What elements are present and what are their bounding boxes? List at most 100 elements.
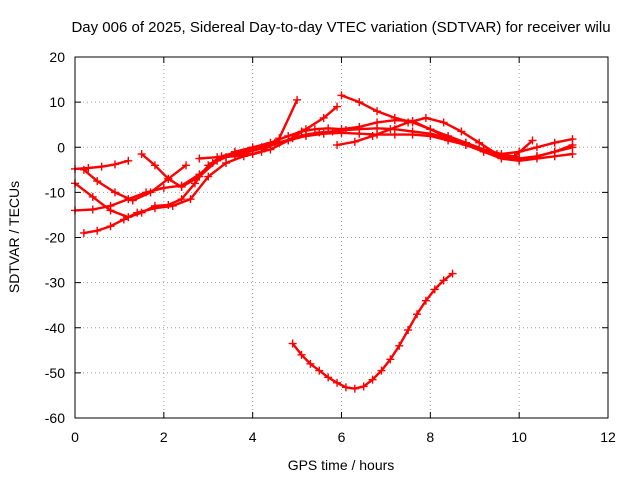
data-point [315, 366, 324, 375]
data-point [324, 373, 333, 382]
data-point [150, 204, 159, 213]
data-point [359, 382, 368, 391]
data-point [137, 150, 146, 159]
series-sat-j [288, 269, 457, 393]
data-point [426, 125, 435, 134]
data-point [510, 152, 519, 161]
data-series [71, 91, 577, 393]
data-point [368, 131, 377, 140]
data-point [106, 201, 115, 210]
data-point [190, 179, 199, 188]
data-point [97, 162, 106, 171]
data-point [421, 113, 430, 122]
series-sat-b [71, 128, 577, 222]
data-point [408, 127, 417, 136]
data-point [293, 95, 302, 104]
series-sat-i [333, 113, 537, 161]
data-point [284, 136, 293, 145]
data-point [413, 310, 422, 319]
data-point [532, 143, 541, 152]
data-point [568, 150, 577, 159]
data-point [439, 118, 448, 127]
data-point [310, 125, 319, 134]
data-point [168, 201, 177, 210]
y-tick-label: -10 [45, 184, 65, 200]
data-point [182, 161, 191, 170]
data-point [386, 355, 395, 364]
axis-ticks [74, 56, 609, 419]
data-point [532, 152, 541, 161]
data-point [106, 222, 115, 231]
data-point [84, 164, 93, 173]
y-axis-label: SDTVAR / TECUs [6, 181, 22, 293]
data-point [275, 134, 284, 143]
data-point [146, 188, 155, 197]
data-point [395, 341, 404, 350]
x-axis-label: GPS time / hours [288, 457, 395, 473]
data-point [110, 160, 119, 169]
data-point [528, 136, 537, 145]
data-point [195, 154, 204, 163]
data-point [204, 172, 213, 181]
data-point [324, 124, 333, 133]
x-tick-labels: 0 2 4 6 8 10 12 [71, 429, 616, 445]
data-point [110, 188, 119, 197]
data-point [368, 375, 377, 384]
x-tick-label: 4 [249, 429, 257, 445]
x-tick-label: 12 [600, 429, 616, 445]
data-point [377, 366, 386, 375]
series-sat-h [337, 91, 577, 159]
data-point [439, 276, 448, 285]
data-point [333, 378, 342, 387]
y-tick-labels: -60 -50 -40 -30 -20 -10 0 10 20 [45, 49, 65, 426]
series-track [73, 131, 574, 219]
data-point [341, 383, 350, 392]
data-point [350, 137, 359, 146]
data-point [195, 172, 204, 181]
data-point [337, 91, 346, 100]
data-point [248, 150, 257, 159]
data-point [350, 384, 359, 393]
data-point [373, 107, 382, 116]
data-point [333, 102, 342, 111]
data-point [301, 125, 310, 134]
data-point [186, 195, 195, 204]
data-point [333, 140, 342, 149]
data-point [93, 177, 102, 186]
data-point [248, 143, 257, 152]
x-tick-label: 10 [511, 429, 527, 445]
data-point [119, 215, 128, 224]
data-point [88, 192, 97, 201]
series-track [82, 164, 188, 202]
data-point [421, 296, 430, 305]
series-sat-c [71, 124, 577, 215]
data-point [222, 159, 231, 168]
data-point [430, 285, 439, 294]
data-point [79, 165, 88, 174]
data-point [124, 156, 133, 165]
data-point [159, 183, 168, 192]
y-tick-label: -20 [45, 230, 65, 246]
data-point [88, 205, 97, 214]
data-point [568, 135, 577, 144]
data-point [515, 154, 524, 163]
data-point [355, 122, 364, 131]
data-point [404, 118, 413, 127]
data-point [319, 113, 328, 122]
y-tick-label: 20 [49, 49, 65, 65]
y-tick-label: 0 [57, 139, 65, 155]
data-point [448, 269, 457, 278]
data-point [150, 161, 159, 170]
x-tick-label: 8 [426, 429, 434, 445]
data-point [550, 138, 559, 147]
data-point [230, 152, 239, 161]
series-sat-f [79, 95, 302, 237]
data-point [444, 131, 453, 140]
data-point [266, 145, 275, 154]
data-point [297, 350, 306, 359]
x-tick-label: 0 [71, 429, 79, 445]
data-point [93, 226, 102, 235]
data-point [213, 153, 222, 162]
x-tick-label: 6 [338, 429, 346, 445]
